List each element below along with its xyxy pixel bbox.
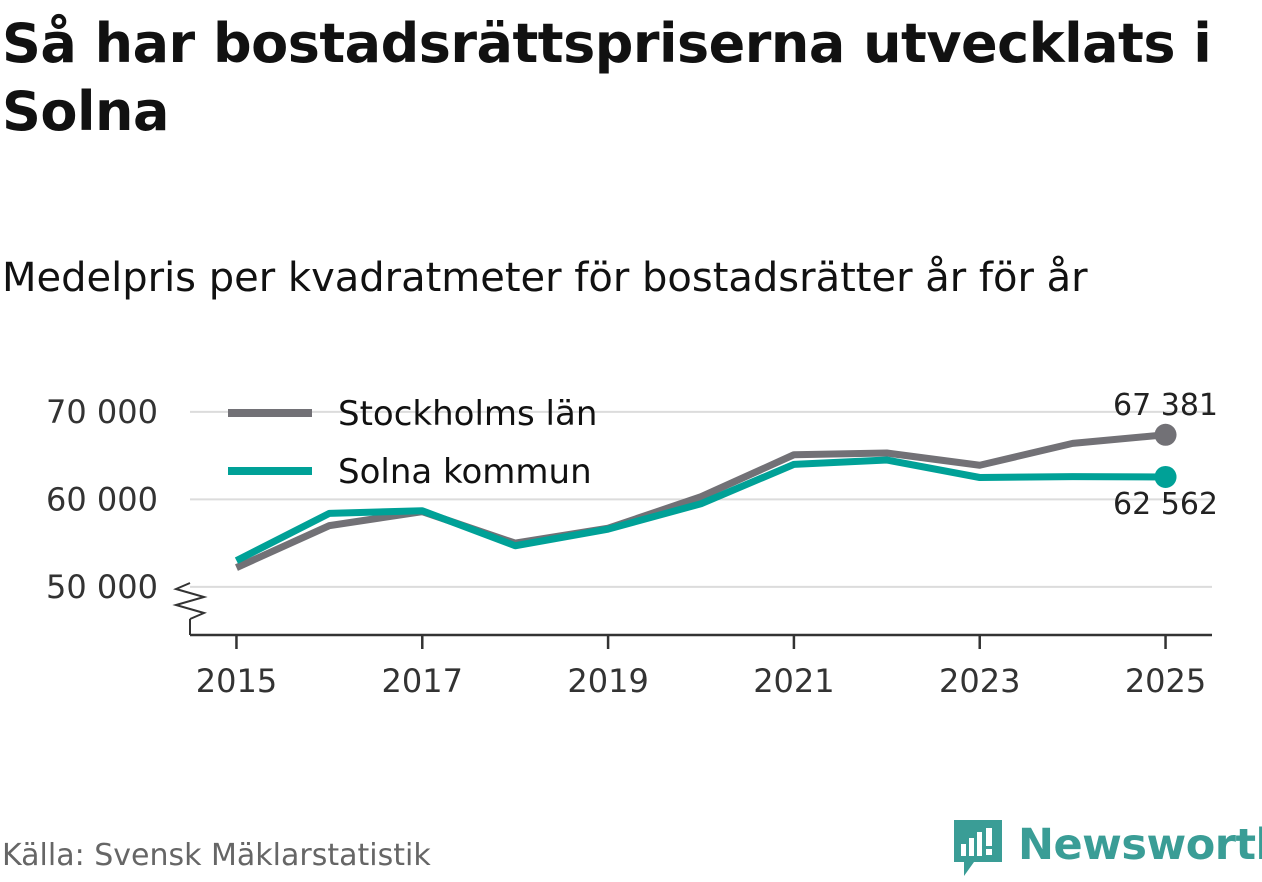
legend-label: Solna kommun	[338, 452, 592, 492]
x-tick-label: 2017	[382, 662, 463, 700]
x-tick-label: 2021	[753, 662, 834, 700]
legend-label: Stockholms län	[338, 394, 597, 434]
brand-logo: Newsworthy	[952, 818, 1262, 878]
y-axis-break-mark	[172, 582, 208, 620]
series-lines	[234, 423, 1177, 571]
y-tick-label: 70 000	[46, 393, 158, 431]
end-value-label: 67 381	[1113, 388, 1218, 423]
brand-name: Newsworthy	[1018, 820, 1262, 870]
x-tick-label: 2019	[567, 662, 648, 700]
axes	[172, 582, 1212, 637]
x-tick-label: 2025	[1125, 662, 1206, 700]
chart-title: Så har bostadsrättspriserna utvecklats i…	[2, 12, 1212, 143]
series-end-point	[1154, 465, 1177, 488]
series-line-solna-kommun	[234, 456, 1166, 564]
x-tick-label: 2023	[939, 662, 1020, 700]
x-tick-label: 2015	[196, 662, 277, 700]
x-axis-ticks: 2015 2017 2019 2021 2023 2025	[196, 635, 1206, 700]
y-tick-label: 60 000	[46, 480, 158, 518]
series-line-stockholms-län	[235, 431, 1166, 571]
newsworthy-logo-icon	[954, 820, 1002, 876]
legend: Stockholms län Solna kommun	[228, 394, 597, 492]
end-value-label: 62 562	[1113, 487, 1218, 522]
source-note: Källa: Svensk Mäklarstatistik	[2, 838, 431, 873]
end-labels: 67 381 62 562	[1113, 388, 1218, 522]
chart-subtitle: Medelpris per kvadratmeter för bostadsrä…	[2, 255, 1088, 301]
series-end-point	[1154, 423, 1177, 446]
y-tick-label: 50 000	[46, 568, 158, 606]
y-axis-ticks: 50 000 60 000 70 000	[46, 393, 158, 606]
